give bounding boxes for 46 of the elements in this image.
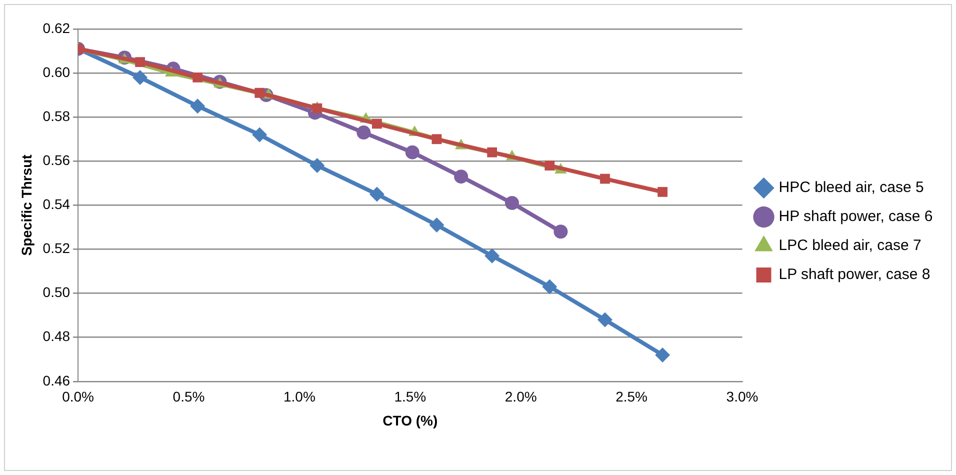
point <box>484 248 500 264</box>
point <box>554 224 568 239</box>
point <box>369 186 384 202</box>
point <box>405 145 420 160</box>
x-tick-label: 1.5% <box>394 388 426 405</box>
point <box>252 127 268 142</box>
point <box>655 347 670 362</box>
point <box>542 279 558 294</box>
x-tick-label: 2.5% <box>616 388 648 405</box>
y-tick-label: 0.48 <box>42 328 70 344</box>
point <box>429 218 444 233</box>
y-axis-title: Specific Thrsut <box>18 154 34 256</box>
point <box>544 160 555 171</box>
legend-label: LPC bleed air, case 7 <box>778 237 922 254</box>
y-tick-label: 0.58 <box>42 108 70 124</box>
point <box>372 118 382 129</box>
legend-label: HP shaft power, case 6 <box>778 208 933 226</box>
y-tick-label: 0.52 <box>42 240 70 256</box>
point <box>454 170 468 184</box>
x-tick-label: 3.0% <box>726 388 758 405</box>
point <box>504 196 519 210</box>
point <box>600 174 610 184</box>
legend-label: HPC bleed air, case 5 <box>778 179 924 196</box>
x-tick-label: 1.0% <box>283 388 316 405</box>
point <box>135 57 145 67</box>
point <box>310 158 325 174</box>
x-tick-label: 0.5% <box>172 388 205 405</box>
y-tick-label: 0.50 <box>42 284 70 300</box>
point <box>356 126 371 140</box>
x-axis-title: CTO (%) <box>382 412 438 428</box>
point <box>132 70 148 85</box>
point <box>192 72 203 82</box>
point <box>190 98 206 114</box>
x-tick-label: 0.0% <box>62 388 94 405</box>
point <box>597 312 612 328</box>
y-tick-label: 0.60 <box>42 64 70 80</box>
point <box>487 147 498 158</box>
point <box>658 187 668 197</box>
y-tick-label: 0.46 <box>42 372 70 388</box>
y-tick-label: 0.62 <box>42 20 70 36</box>
y-tick-label: 0.54 <box>42 196 70 212</box>
x-tick-label: 2.0% <box>504 388 537 405</box>
legend-label: LP shaft power, case 8 <box>778 266 930 284</box>
point <box>254 88 265 98</box>
y-tick-label: 0.56 <box>42 152 70 168</box>
point <box>432 134 442 144</box>
